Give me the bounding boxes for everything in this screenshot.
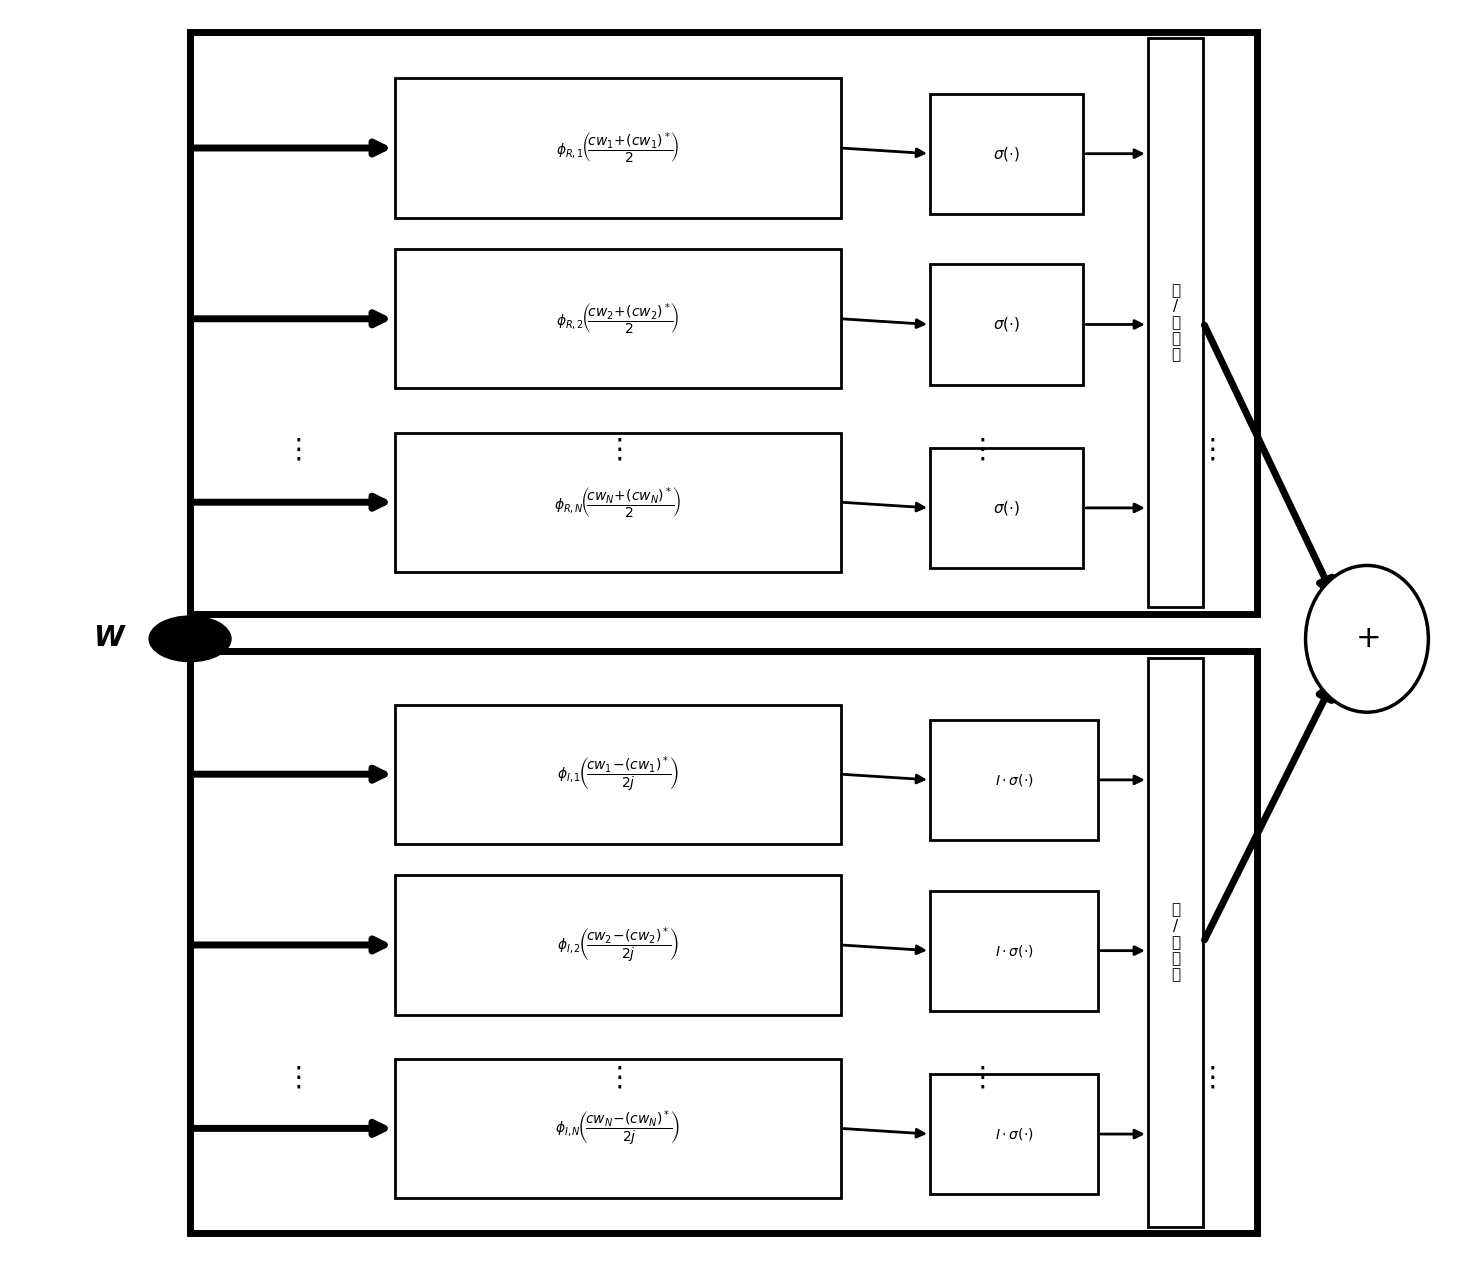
Text: $\vdots$: $\vdots$	[605, 435, 623, 463]
Text: $I\cdot\sigma(\cdot)$: $I\cdot\sigma(\cdot)$	[994, 1126, 1034, 1142]
Text: $\phi_{I,N}\!\left(\!\dfrac{cw_N\!-\!(cw_N)^*}{2j}\!\right)$: $\phi_{I,N}\!\left(\!\dfrac{cw_N\!-\!(cw…	[556, 1108, 680, 1149]
Text: $\vdots$: $\vdots$	[284, 1064, 301, 1092]
Bar	[1148, 38, 1203, 607]
Bar	[930, 264, 1083, 385]
Ellipse shape	[149, 616, 231, 662]
Bar	[930, 720, 1098, 840]
Bar	[395, 433, 841, 572]
Bar	[930, 448, 1083, 568]
Text: $\phi_{I,2}\!\left(\!\dfrac{cw_2\!-\!(cw_2)^*}{2j}\!\right)$: $\phi_{I,2}\!\left(\!\dfrac{cw_2\!-\!(cw…	[557, 925, 678, 965]
Text: $\vdots$: $\vdots$	[1197, 435, 1215, 463]
Text: $\vdots$: $\vdots$	[1197, 1064, 1215, 1092]
Bar	[395, 249, 841, 388]
Bar	[395, 875, 841, 1015]
Text: $\sigma(\cdot)$: $\sigma(\cdot)$	[993, 315, 1020, 334]
Bar	[1148, 658, 1203, 1227]
Text: $\phi_{R,2}\!\left(\!\dfrac{cw_2\!+\!(cw_2)^*}{2}\!\right)$: $\phi_{R,2}\!\left(\!\dfrac{cw_2\!+\!(cw…	[556, 301, 680, 336]
Bar	[190, 32, 1257, 614]
Text: 串
/
并
变
换: 串 / 并 变 换	[1171, 902, 1180, 983]
Text: $\phi_{I,1}\!\left(\!\dfrac{cw_1\!-\!(cw_1)^*}{2j}\!\right)$: $\phi_{I,1}\!\left(\!\dfrac{cw_1\!-\!(cw…	[557, 754, 678, 794]
Text: $\phi_{R,1}\!\left(\!\dfrac{cw_1\!+\!(cw_1)^*}{2}\!\right)$: $\phi_{R,1}\!\left(\!\dfrac{cw_1\!+\!(cw…	[556, 130, 680, 166]
Bar	[395, 78, 841, 218]
Text: $I\cdot\sigma(\cdot)$: $I\cdot\sigma(\cdot)$	[994, 942, 1034, 959]
Text: $\vdots$: $\vdots$	[968, 1064, 985, 1092]
Text: $+$: $+$	[1355, 625, 1379, 653]
Bar	[930, 1074, 1098, 1194]
Bar	[930, 891, 1098, 1011]
Text: $\phi_{R,N}\!\left(\!\dfrac{cw_N\!+\!(cw_N)^*}{2}\!\right)$: $\phi_{R,N}\!\left(\!\dfrac{cw_N\!+\!(cw…	[554, 484, 681, 520]
Text: $\vdots$: $\vdots$	[284, 435, 301, 463]
Text: $\boldsymbol{W}$: $\boldsymbol{W}$	[92, 625, 127, 653]
Text: $\vdots$: $\vdots$	[968, 435, 985, 463]
Bar	[190, 651, 1257, 1233]
Bar	[395, 1059, 841, 1198]
Ellipse shape	[1306, 565, 1428, 712]
Text: $\sigma(\cdot)$: $\sigma(\cdot)$	[993, 498, 1020, 517]
Bar	[395, 705, 841, 844]
Bar	[930, 94, 1083, 214]
Text: $\sigma(\cdot)$: $\sigma(\cdot)$	[993, 144, 1020, 163]
Text: $I\cdot\sigma(\cdot)$: $I\cdot\sigma(\cdot)$	[994, 772, 1034, 788]
Text: 串
/
并
变
换: 串 / 并 变 换	[1171, 282, 1180, 363]
Text: $\vdots$: $\vdots$	[605, 1064, 623, 1092]
